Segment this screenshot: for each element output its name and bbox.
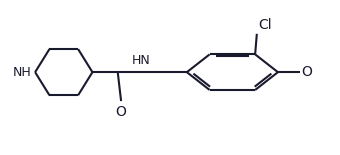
Text: HN: HN xyxy=(132,54,151,67)
Text: Cl: Cl xyxy=(258,18,272,31)
Text: NH: NH xyxy=(12,66,31,79)
Text: O: O xyxy=(116,105,126,119)
Text: O: O xyxy=(301,65,312,79)
